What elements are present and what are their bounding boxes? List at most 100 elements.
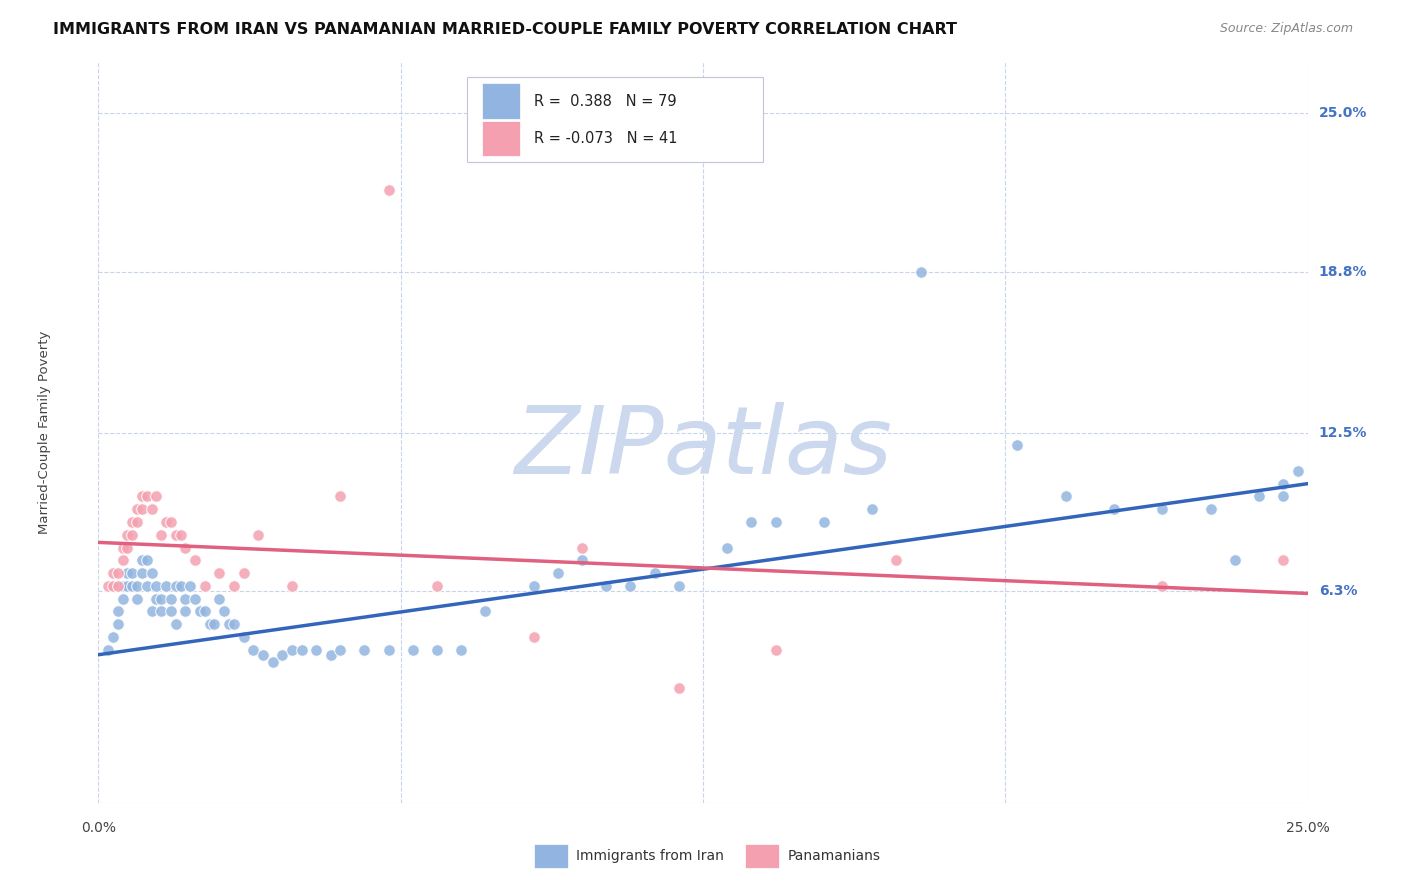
Point [222, 579, 245, 593]
Point [117, 527, 139, 541]
Point [1272, 490, 1295, 504]
Bar [534, 844, 568, 868]
Point [305, 642, 328, 657]
Point [101, 566, 124, 580]
Point [127, 502, 149, 516]
Text: 0.0%: 0.0% [82, 822, 115, 835]
Point [111, 553, 134, 567]
Point [117, 541, 139, 555]
Point [97, 579, 120, 593]
Point [111, 541, 134, 555]
Point [644, 566, 666, 580]
Point [271, 648, 294, 662]
Point [402, 642, 425, 657]
Point [247, 527, 270, 541]
Text: 25.0%: 25.0% [1285, 822, 1330, 835]
Point [1272, 553, 1295, 567]
Point [281, 579, 304, 593]
Bar [482, 83, 520, 119]
Point [117, 579, 139, 593]
Point [160, 591, 183, 606]
Text: IMMIGRANTS FROM IRAN VS PANAMANIAN MARRIED-COUPLE FAMILY POVERTY CORRELATION CHA: IMMIGRANTS FROM IRAN VS PANAMANIAN MARRI… [53, 22, 957, 37]
FancyBboxPatch shape [467, 78, 763, 162]
Point [547, 566, 569, 580]
Point [886, 553, 908, 567]
Point [910, 265, 932, 279]
Point [145, 579, 167, 593]
Point [765, 515, 787, 529]
Point [329, 490, 352, 504]
Point [1152, 502, 1174, 516]
Point [222, 617, 245, 632]
Point [141, 502, 163, 516]
Point [377, 183, 399, 197]
Point [160, 515, 183, 529]
Point [208, 591, 231, 606]
Point [450, 642, 472, 657]
Bar [482, 120, 520, 156]
Point [1223, 553, 1246, 567]
Point [194, 579, 217, 593]
Point [523, 579, 546, 593]
Point [111, 579, 134, 593]
Point [765, 642, 787, 657]
Point [1007, 438, 1029, 452]
Point [141, 604, 163, 618]
Text: 6.3%: 6.3% [1319, 584, 1357, 598]
Point [131, 490, 153, 504]
Point [145, 591, 167, 606]
Point [174, 591, 197, 606]
Point [319, 648, 342, 662]
Point [523, 630, 546, 644]
Point [127, 591, 149, 606]
Point [101, 579, 124, 593]
Point [242, 642, 264, 657]
Point [1199, 502, 1222, 516]
Point [571, 541, 593, 555]
Point [131, 566, 153, 580]
Point [281, 642, 304, 657]
Point [716, 541, 738, 555]
Point [117, 566, 139, 580]
Point [135, 490, 157, 504]
Point [208, 566, 231, 580]
Point [290, 642, 312, 657]
Point [668, 579, 690, 593]
Point [165, 617, 187, 632]
Point [198, 617, 221, 632]
Point [1054, 490, 1077, 504]
Point [426, 642, 449, 657]
Point [426, 579, 449, 593]
Point [1249, 490, 1271, 504]
Point [165, 579, 187, 593]
Point [619, 579, 641, 593]
Point [111, 591, 134, 606]
Text: R =  0.388   N = 79: R = 0.388 N = 79 [534, 94, 676, 109]
Text: Married-Couple Family Poverty: Married-Couple Family Poverty [38, 331, 51, 534]
Text: 18.8%: 18.8% [1319, 265, 1367, 279]
Point [121, 515, 143, 529]
Point [155, 579, 177, 593]
Point [813, 515, 835, 529]
Point [169, 579, 191, 593]
Point [160, 604, 183, 618]
Point [150, 527, 173, 541]
Point [1272, 476, 1295, 491]
Point [740, 515, 762, 529]
Point [860, 502, 883, 516]
Point [1152, 579, 1174, 593]
Point [232, 630, 254, 644]
Point [107, 617, 129, 632]
Point [474, 604, 496, 618]
Point [194, 604, 217, 618]
Point [150, 591, 173, 606]
Point [262, 656, 284, 670]
Point [135, 579, 157, 593]
Point [204, 617, 226, 632]
Point [169, 527, 191, 541]
Point [107, 566, 129, 580]
Point [131, 502, 153, 516]
Text: 12.5%: 12.5% [1319, 425, 1367, 440]
Point [377, 642, 399, 657]
Text: R = -0.073   N = 41: R = -0.073 N = 41 [534, 131, 678, 146]
